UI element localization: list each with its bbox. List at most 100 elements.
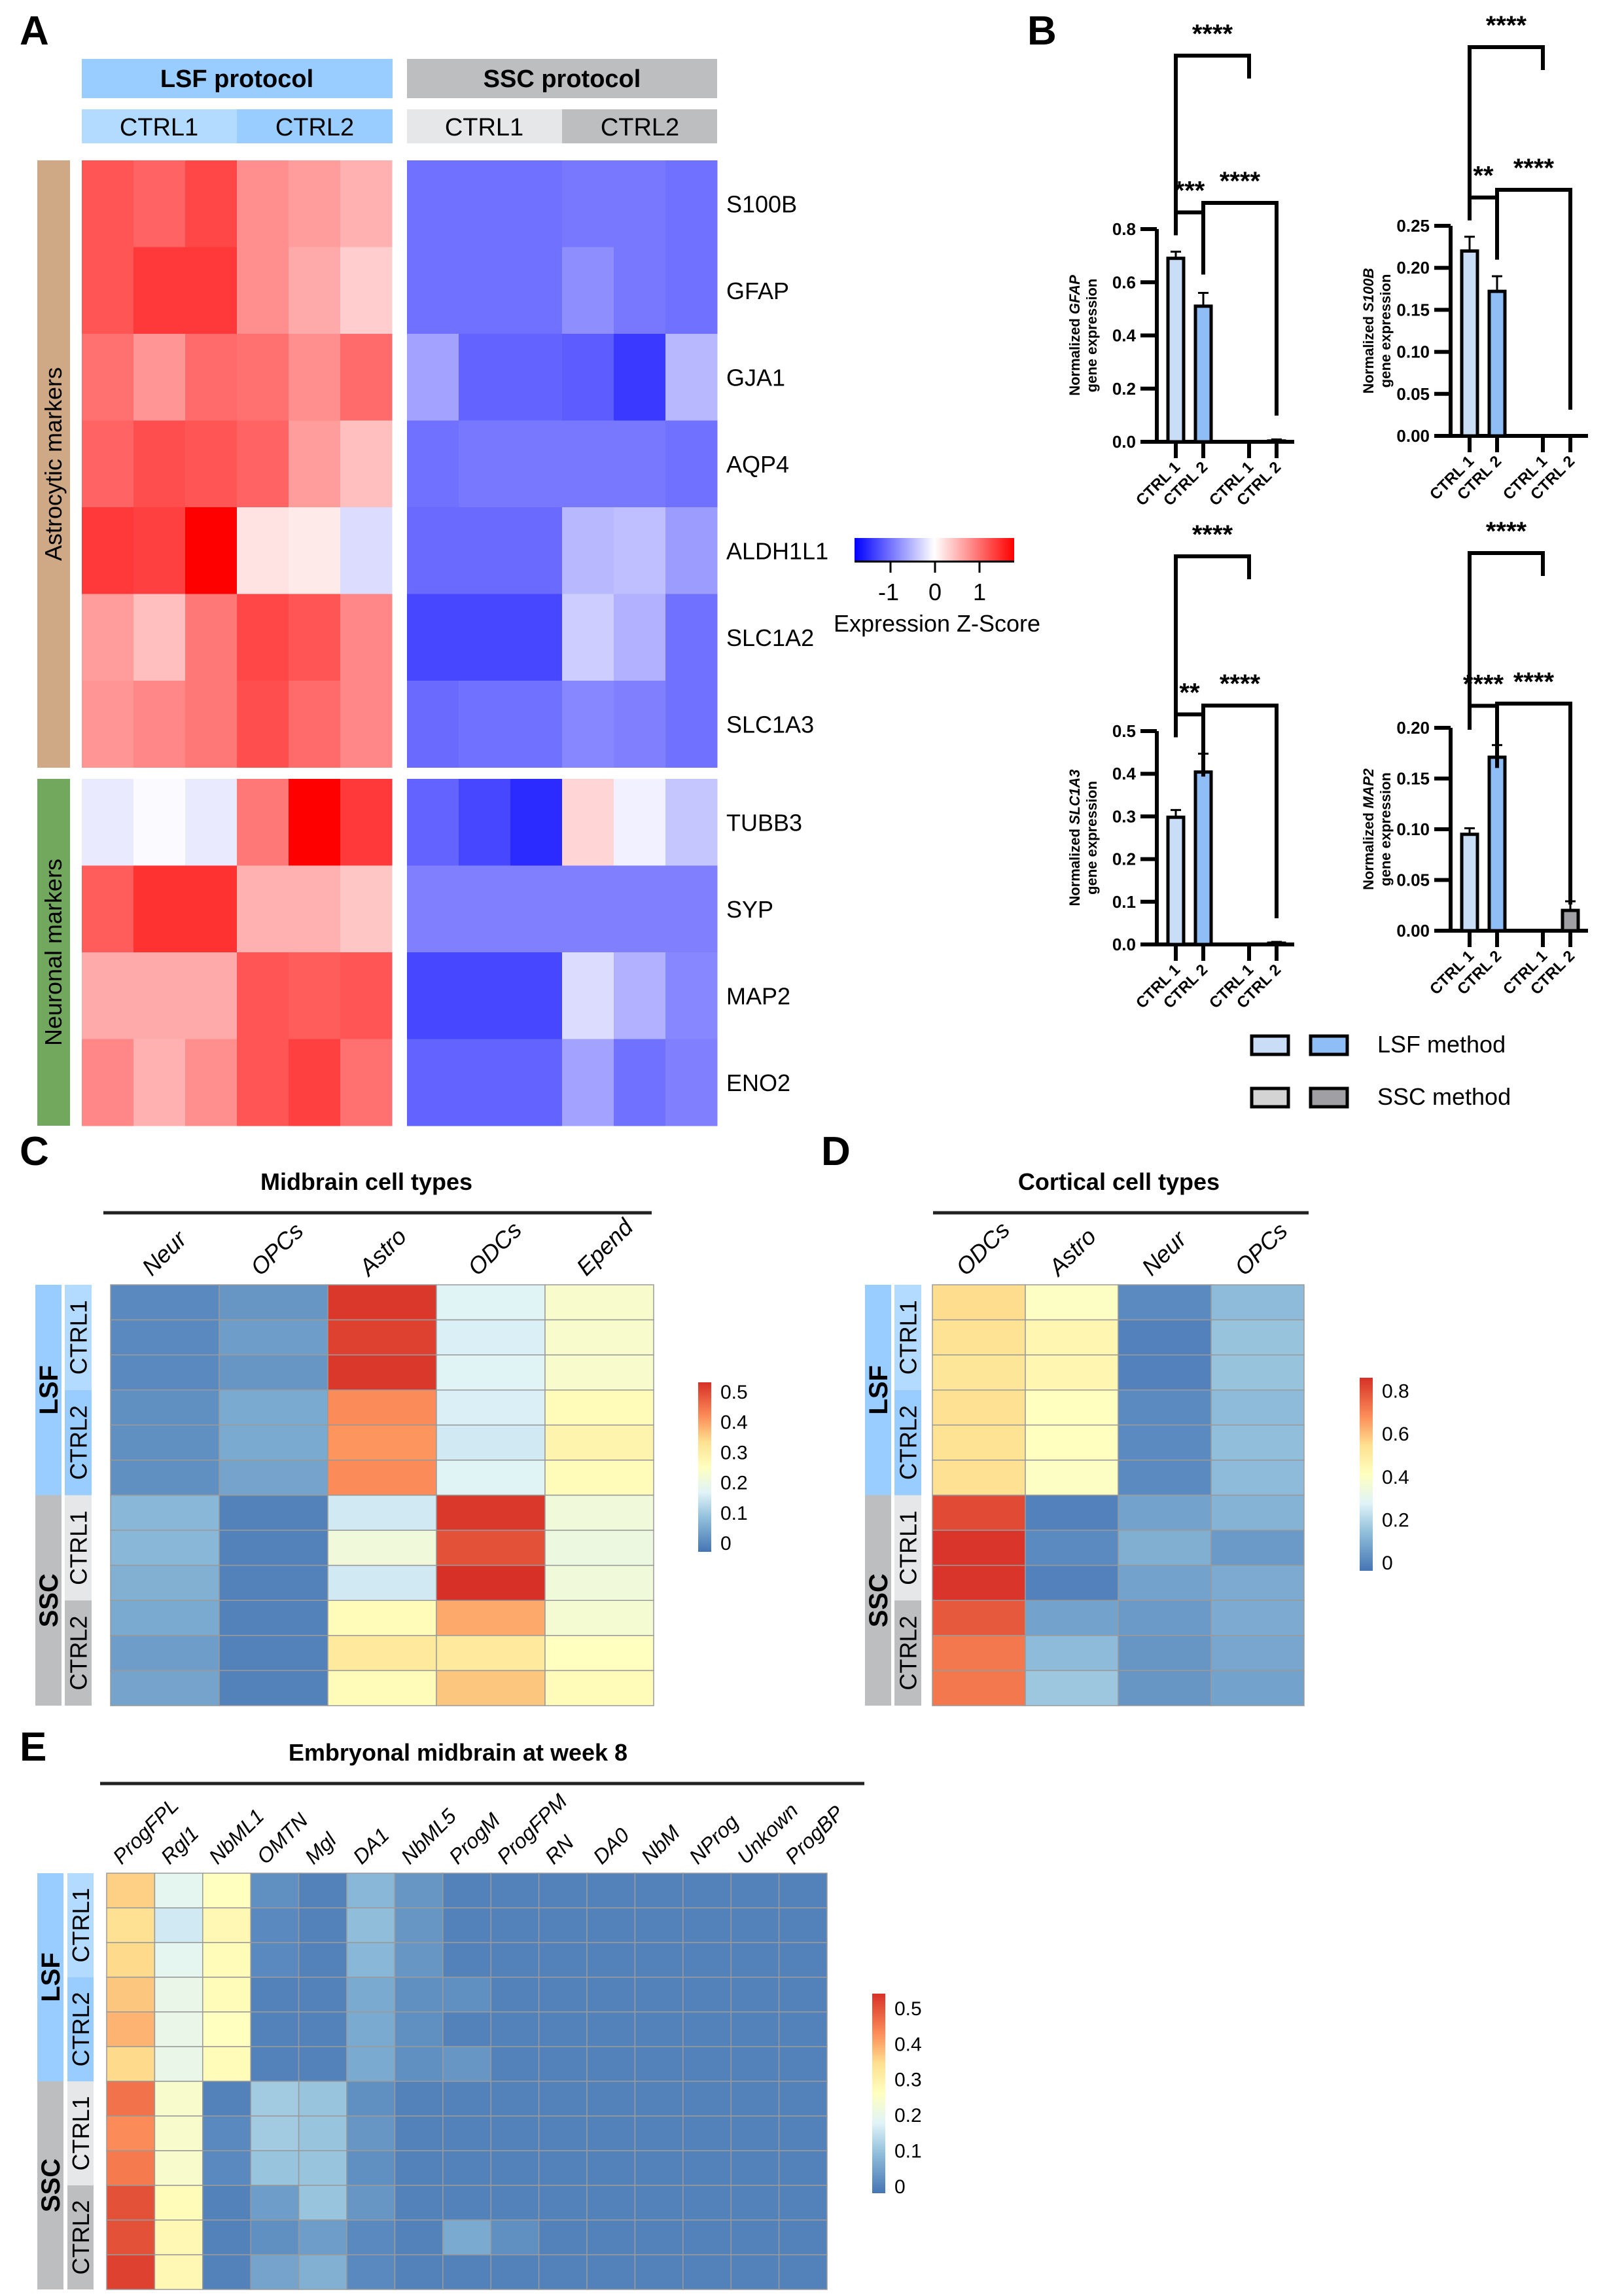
heatmap-cell (586, 2081, 636, 2117)
heatmap-cell (202, 2081, 251, 2117)
row-subgroup-label: CTRL2 (67, 1992, 94, 2066)
gene-label: ENO2 (726, 1069, 790, 1096)
lsf-ctrl1-label: CTRL1 (120, 114, 198, 141)
heatmap-cell (237, 865, 289, 953)
heatmap-cell (407, 594, 459, 681)
heatmap-cell (932, 1635, 1026, 1672)
gene-label: GJA1 (726, 364, 785, 391)
heatmap-cell (442, 2185, 491, 2221)
row-group-label: LSF (35, 1365, 63, 1415)
heatmap-cell (562, 334, 614, 421)
heatmap-cell (237, 420, 289, 508)
y-tick-label: 0.6 (1112, 272, 1136, 292)
heatmap-cell (298, 2046, 347, 2082)
heatmap-cell (1210, 1564, 1305, 1602)
row-subgroup-label: CTRL2 (895, 1616, 922, 1691)
heatmap-cell (346, 2081, 396, 2117)
y-tick-label: 0.4 (1112, 764, 1137, 783)
heatmap-cell (289, 160, 341, 247)
heatmap-cell (665, 1039, 718, 1126)
heatmap-cell (237, 1039, 289, 1126)
heatmap-cell (237, 681, 289, 768)
heatmap-cell (394, 1977, 444, 2013)
heatmap-cell (298, 1873, 347, 1909)
heatmap-cell (106, 1873, 156, 1909)
heatmap-cell (110, 1635, 220, 1672)
heatmap-cell (544, 1494, 654, 1531)
heatmap-cell (327, 1600, 437, 1636)
heatmap-cell (1025, 1564, 1119, 1602)
heatmap-cell (327, 1390, 437, 1426)
heatmap-cell (442, 2254, 491, 2290)
heatmap-cell (932, 1424, 1026, 1461)
heatmap-cell (237, 594, 289, 681)
heatmap-cell (133, 160, 186, 247)
heatmap-cell (614, 420, 666, 508)
heatmap-cell (932, 1494, 1026, 1531)
heatmap-cell (237, 247, 289, 334)
heatmap-cell (185, 507, 238, 594)
heatmap-cell (682, 2046, 732, 2082)
heatmap-cell (586, 2219, 636, 2255)
heatmap-cell (1118, 1530, 1212, 1566)
heatmap-cell (82, 865, 134, 953)
heatmap-cell (510, 507, 563, 594)
heatmap-cell (237, 160, 289, 247)
legend-swatch-lsf-ctrl1 (1250, 1034, 1290, 1056)
heatmap-cell (665, 247, 718, 334)
heatmap-cell (1118, 1390, 1212, 1426)
bar-chart-map2: 0.00 0.05 0.10 0.15 0.20 Normalized MAP2 gene … (1360, 517, 1588, 998)
heatmap-cell (219, 1424, 328, 1461)
row-group-label: SSC (35, 1573, 63, 1627)
heatmap-cell (106, 2254, 156, 2290)
heatmap-cell (394, 1873, 444, 1909)
heatmap-cell (586, 2150, 636, 2186)
heatmap-cell (82, 247, 134, 334)
heatmap-cell (237, 507, 289, 594)
ssc-ctrl1-label: CTRL1 (445, 114, 523, 141)
heatmap-cell (202, 1977, 251, 2013)
ssc-ctrl2-header (562, 109, 717, 143)
column-label: OPCs (1229, 1217, 1293, 1281)
heatmap-cell (1210, 1284, 1305, 1321)
heatmap-cell (562, 507, 614, 594)
colorbar-tick-label: 0 (720, 1533, 732, 1554)
heatmap-cell (289, 681, 341, 768)
panel-letter-a: A (20, 9, 49, 54)
heatmap-cell (327, 1424, 437, 1461)
heatmap-cell (407, 420, 459, 508)
y-axis-label-line2: gene expression (1377, 274, 1394, 388)
heatmap-cell (327, 1494, 437, 1531)
y-axis-label-line2: gene expression (1084, 781, 1100, 895)
heatmap-cell (340, 681, 393, 768)
heatmap-cell (490, 1873, 540, 1909)
heatmap-cell (1118, 1600, 1212, 1636)
heatmap-cell (730, 2219, 780, 2255)
heatmap-cell (250, 2185, 300, 2221)
colorbar-tick-label: 0.1 (720, 1503, 748, 1524)
y-tick-label: 0.00 (1396, 426, 1430, 446)
column-label: NbM (637, 1820, 684, 1868)
heatmap-cell (778, 2185, 828, 2221)
heatmap-cell (1118, 1284, 1212, 1321)
heatmap-cell (538, 1907, 588, 1943)
heatmap-cell (665, 952, 718, 1039)
significance-bracket (1174, 554, 1251, 732)
heatmap-cell (237, 952, 289, 1039)
row-group-ssc (865, 1495, 891, 1706)
heatmap-cell (407, 865, 459, 953)
row-subgroup-label: CTRL1 (67, 2096, 94, 2170)
heatmap-cell (82, 779, 134, 866)
colorbar-tick-label: 0.2 (1382, 1509, 1409, 1531)
heatmap-cell (298, 2219, 347, 2255)
heatmap-cell (106, 1977, 156, 2013)
heatmap-cell (340, 594, 393, 681)
heatmap-cell (538, 2011, 588, 2047)
heatmap-cell (490, 1942, 540, 1978)
heatmap-cell (586, 1977, 636, 2013)
heatmap-cell (133, 779, 186, 866)
significance-label: **** (1486, 11, 1527, 40)
heatmap-cell (1210, 1530, 1305, 1566)
